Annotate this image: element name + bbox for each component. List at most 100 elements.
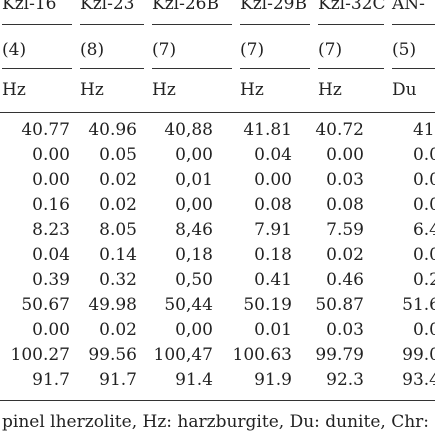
- table-cell: 8.23: [32, 220, 70, 240]
- header-rule: [0, 112, 435, 113]
- table-cell: 40.72: [315, 120, 364, 140]
- table-cell: 51.6: [402, 295, 435, 315]
- sample-count: (7): [152, 40, 177, 60]
- lithology: Hz: [152, 80, 176, 100]
- header-rule: [318, 68, 384, 69]
- table-cell: 0.0: [412, 320, 435, 340]
- header-rule: [152, 68, 232, 69]
- table-cell: 0.08: [254, 195, 292, 215]
- header-rule: [2, 68, 72, 69]
- table-cell: 91.7: [32, 370, 70, 390]
- table-cell: 99.79: [315, 345, 364, 365]
- table-cell: 0.00: [254, 170, 292, 190]
- column-header: AN-: [392, 0, 425, 14]
- table-cell: 40.96: [88, 120, 137, 140]
- table-cell: 0,00: [175, 320, 213, 340]
- table-cell: 8.05: [99, 220, 137, 240]
- table-cell: 0.08: [326, 195, 364, 215]
- table-cell: 0.02: [99, 170, 137, 190]
- table-cell: 92.3: [326, 370, 364, 390]
- header-rule: [392, 24, 435, 25]
- table-cell: 0.00: [326, 145, 364, 165]
- column-header: Kzl-23: [80, 0, 135, 14]
- table-cell: 100,47: [153, 345, 213, 365]
- table-cell: 0.04: [254, 145, 292, 165]
- table-cell: 41.81: [243, 120, 292, 140]
- header-rule: [80, 24, 144, 25]
- column-header: Kzl-32C: [318, 0, 386, 14]
- table-cell: 0.32: [99, 270, 137, 290]
- table-cell: 91.7: [99, 370, 137, 390]
- table-cell: 0.14: [99, 245, 137, 265]
- table-cell: 41.: [412, 120, 435, 140]
- table-cell: 6.4: [412, 220, 435, 240]
- table-cell: 0.0: [412, 195, 435, 215]
- table-cell: 0.0: [412, 170, 435, 190]
- table-cell: 0.04: [32, 245, 70, 265]
- table-cell: 91.9: [254, 370, 292, 390]
- table-cell: 0.02: [99, 195, 137, 215]
- table-cell: 0.2: [412, 270, 435, 290]
- table-cell: 7.59: [326, 220, 364, 240]
- table-cell: 50.87: [315, 295, 364, 315]
- table-cell: 50.67: [21, 295, 70, 315]
- lithology: Hz: [80, 80, 104, 100]
- table-cell: 49.98: [88, 295, 137, 315]
- table-cell: 93.4: [402, 370, 435, 390]
- header-rule: [318, 24, 384, 25]
- table-cell: 0.39: [32, 270, 70, 290]
- header-rule: [80, 68, 144, 69]
- table-cell: 0.03: [326, 320, 364, 340]
- table-cell: 0.00: [32, 145, 70, 165]
- footnote: pinel lherzolite, Hz: harzburgite, Du: d…: [2, 412, 430, 432]
- table-cell: 8,46: [175, 220, 213, 240]
- header-rule: [2, 24, 72, 25]
- table-cell: 0,50: [175, 270, 213, 290]
- lithology: Hz: [318, 80, 342, 100]
- lithology: Du: [392, 80, 417, 100]
- table-cell: 0.46: [326, 270, 364, 290]
- table-cell: 40.77: [21, 120, 70, 140]
- table-cell: 0.0: [412, 145, 435, 165]
- table-cell: 0,18: [175, 245, 213, 265]
- table-cell: 0,00: [175, 145, 213, 165]
- sample-count: (5): [392, 40, 417, 60]
- table-cell: 91.4: [175, 370, 213, 390]
- header-rule: [152, 24, 232, 25]
- sample-count: (7): [318, 40, 343, 60]
- column-header: Kzl-16: [2, 0, 57, 14]
- table-cell: 0.16: [32, 195, 70, 215]
- table-cell: 0.02: [99, 320, 137, 340]
- column-header: Kzl-29B: [240, 0, 307, 14]
- table-cell: 0.41: [254, 270, 292, 290]
- table-cell: 0.01: [254, 320, 292, 340]
- table-cell: 0.03: [326, 170, 364, 190]
- table-cell: 99.0: [402, 345, 435, 365]
- table-cell: 0,01: [175, 170, 213, 190]
- table-cell: 0,00: [175, 195, 213, 215]
- lithology: Hz: [240, 80, 264, 100]
- table-cell: 99.56: [88, 345, 137, 365]
- table-cell: 40,88: [164, 120, 213, 140]
- sample-count: (4): [2, 40, 27, 60]
- table-cell: 50.19: [243, 295, 292, 315]
- header-rule: [240, 24, 310, 25]
- header-rule: [240, 68, 310, 69]
- column-header: Kzl-26B: [152, 0, 219, 14]
- table-cell: 100.27: [10, 345, 70, 365]
- footer-rule: [0, 400, 435, 401]
- table-cell: 0.05: [99, 145, 137, 165]
- table-cell: 0.00: [32, 320, 70, 340]
- table-cell: 0.02: [326, 245, 364, 265]
- lithology: Hz: [2, 80, 26, 100]
- sample-count: (8): [80, 40, 105, 60]
- header-rule: [392, 68, 435, 69]
- table-cell: 100.63: [232, 345, 292, 365]
- table-cell: 7.91: [254, 220, 292, 240]
- table-cell: 50,44: [164, 295, 213, 315]
- sample-count: (7): [240, 40, 265, 60]
- table-cell: 0.00: [32, 170, 70, 190]
- table-cell: 0.0: [412, 245, 435, 265]
- table-cell: 0.18: [254, 245, 292, 265]
